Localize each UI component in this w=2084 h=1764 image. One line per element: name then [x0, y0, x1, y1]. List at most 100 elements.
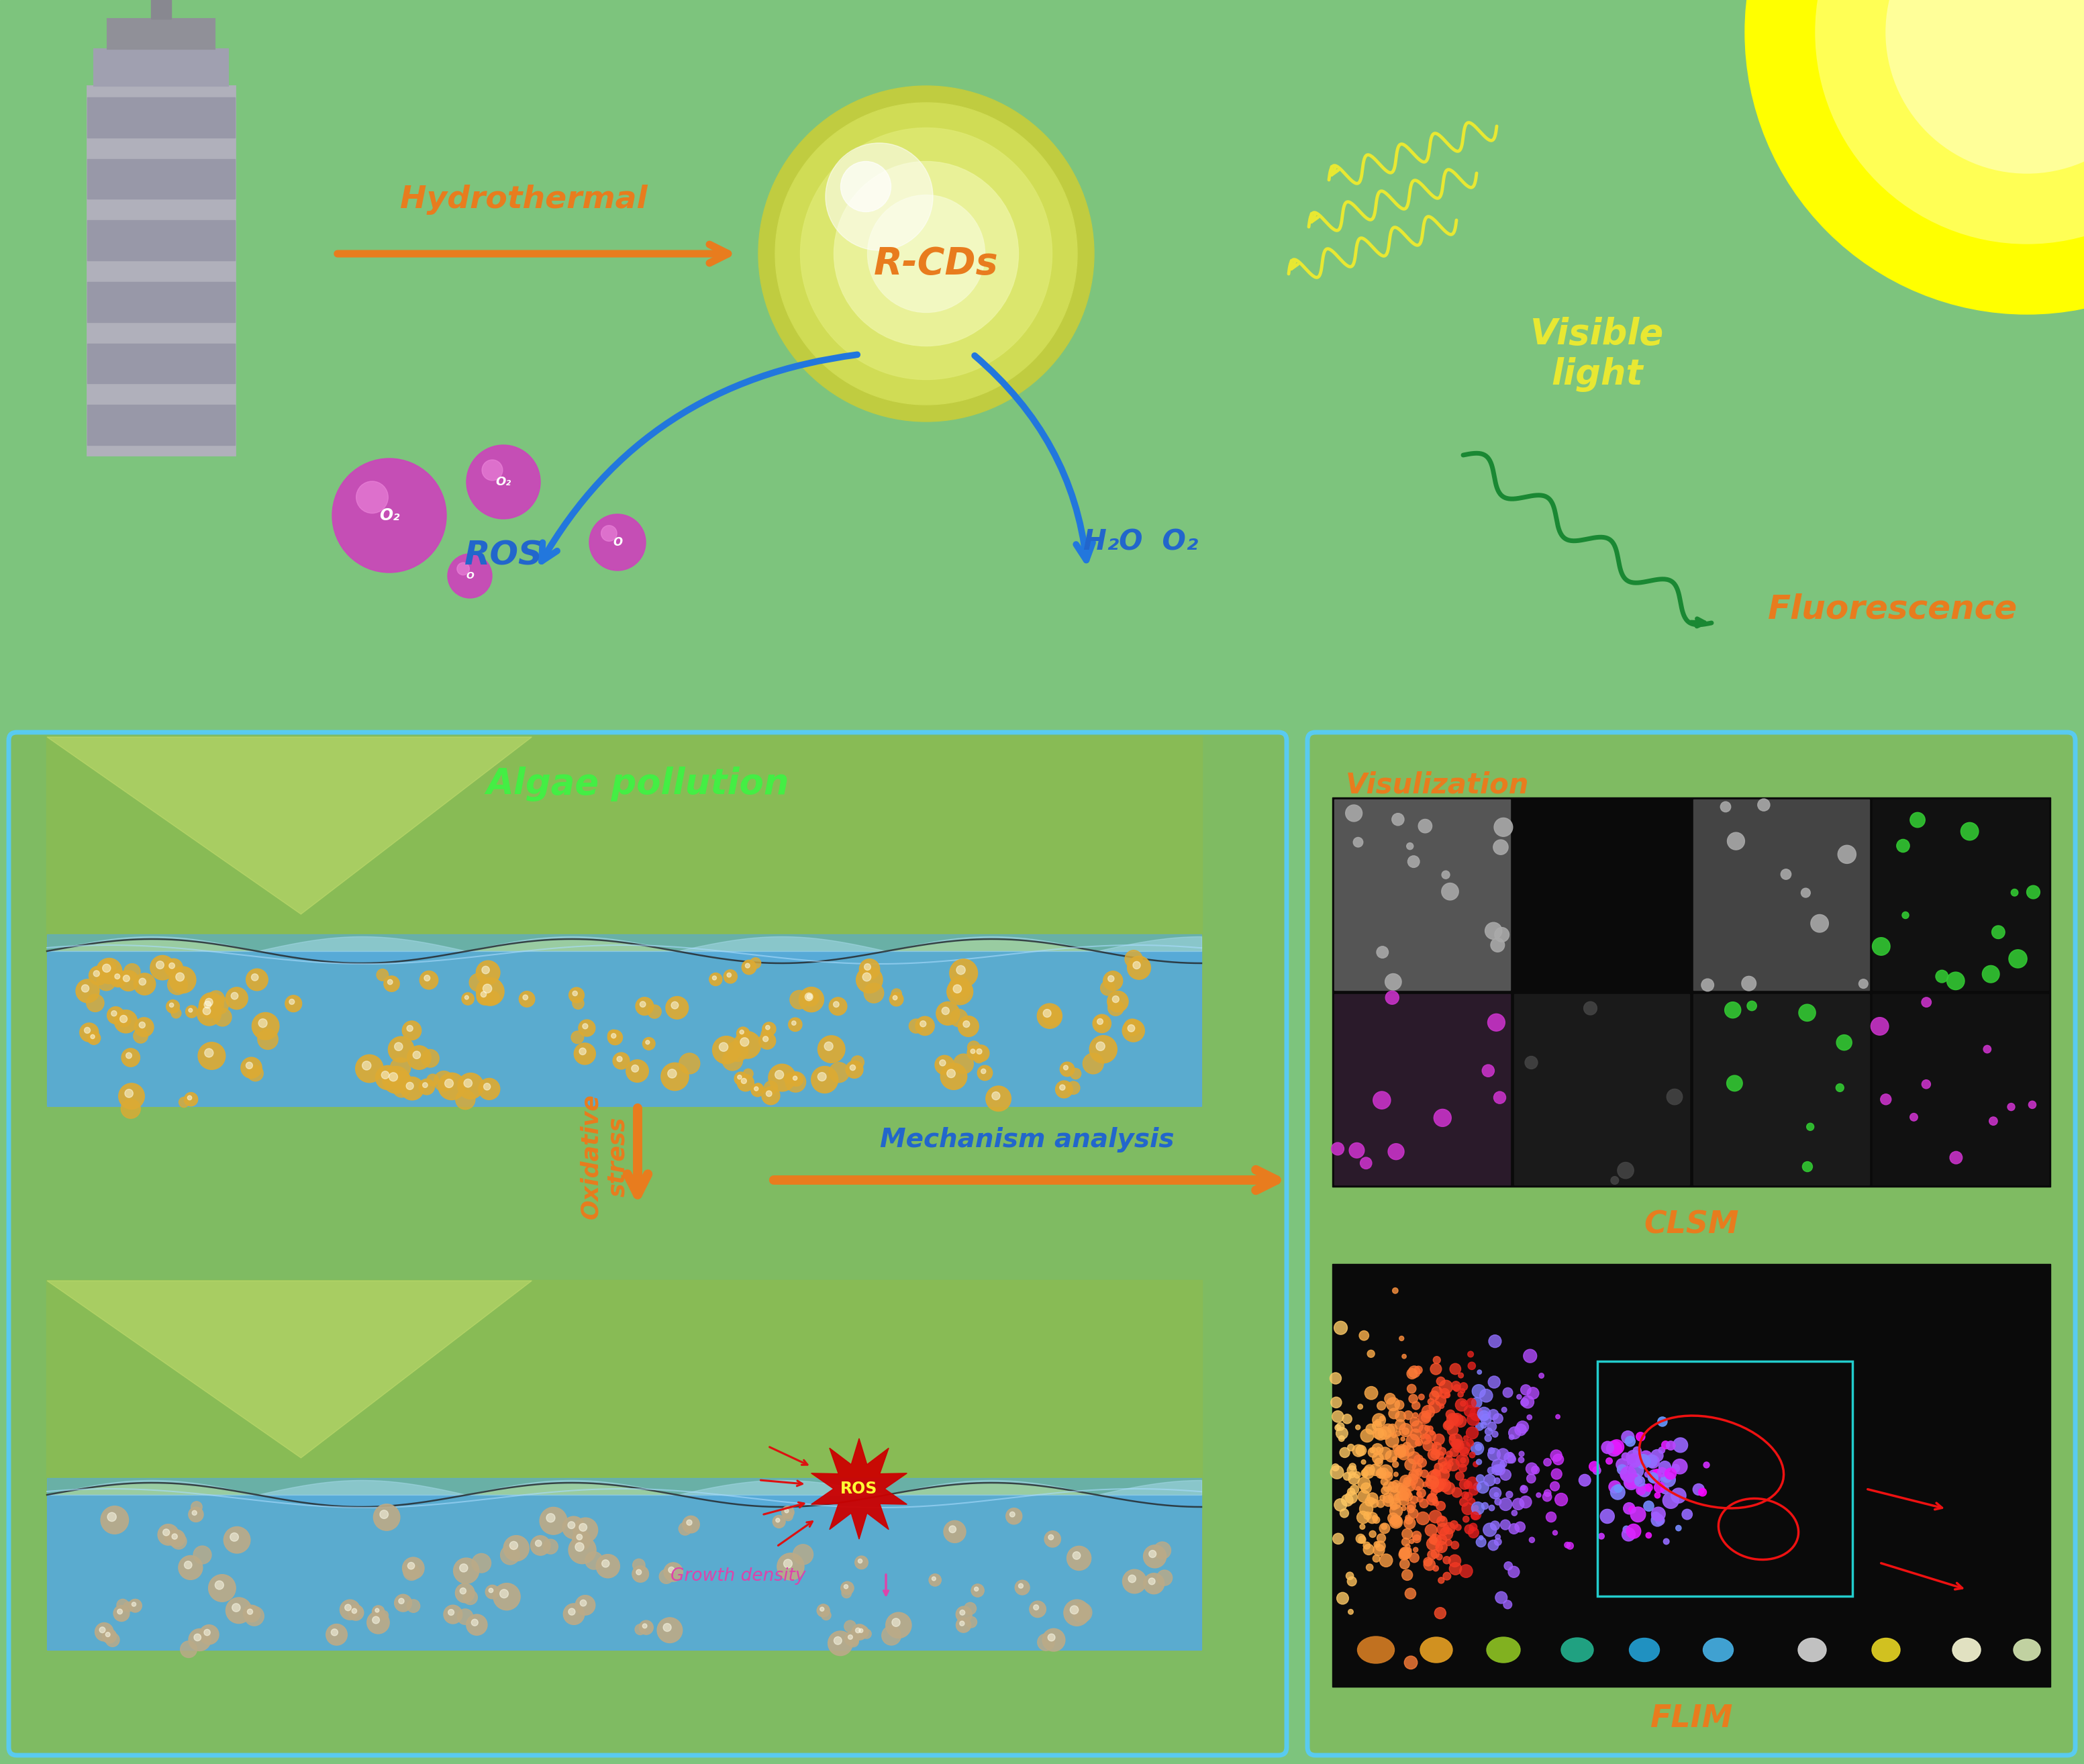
Circle shape [971, 1584, 984, 1596]
Circle shape [163, 1529, 169, 1536]
Circle shape [746, 963, 750, 968]
Circle shape [1419, 1411, 1432, 1424]
Circle shape [1109, 1000, 1123, 1016]
Circle shape [1438, 1448, 1446, 1455]
Circle shape [1436, 1542, 1446, 1552]
Circle shape [490, 1588, 494, 1593]
Circle shape [1550, 1450, 1563, 1461]
Circle shape [1359, 1491, 1369, 1503]
Circle shape [129, 1600, 142, 1612]
Circle shape [1505, 1561, 1513, 1570]
Circle shape [1555, 1415, 1561, 1418]
Circle shape [117, 1600, 129, 1611]
Circle shape [1432, 1387, 1442, 1397]
Circle shape [1084, 1053, 1105, 1074]
Circle shape [1059, 1085, 1065, 1090]
Circle shape [210, 997, 229, 1014]
Circle shape [1815, 0, 2084, 243]
Circle shape [194, 1633, 200, 1641]
Circle shape [1403, 1538, 1409, 1545]
Circle shape [573, 998, 584, 1009]
Circle shape [850, 1065, 854, 1071]
Circle shape [854, 1556, 869, 1568]
Circle shape [1378, 1468, 1388, 1478]
Circle shape [1946, 972, 1965, 990]
Circle shape [463, 1589, 477, 1605]
Circle shape [1419, 1499, 1428, 1508]
Circle shape [444, 1605, 463, 1623]
Text: H₂O  O₂: H₂O O₂ [1084, 527, 1198, 556]
Circle shape [1471, 1443, 1484, 1455]
Circle shape [1453, 1439, 1463, 1450]
Circle shape [1405, 1656, 1417, 1669]
Ellipse shape [1419, 1637, 1453, 1663]
Circle shape [859, 1628, 863, 1633]
Circle shape [1400, 1485, 1407, 1492]
Circle shape [865, 983, 884, 1004]
Circle shape [1640, 1450, 1653, 1464]
Circle shape [602, 1559, 609, 1566]
Circle shape [1375, 1429, 1386, 1439]
Circle shape [1123, 1020, 1144, 1043]
Circle shape [1469, 1528, 1480, 1538]
Circle shape [1471, 1397, 1482, 1408]
Circle shape [1430, 1431, 1434, 1436]
Circle shape [1375, 1446, 1382, 1452]
Circle shape [844, 1621, 857, 1632]
Circle shape [1348, 1489, 1355, 1496]
Circle shape [1438, 1469, 1448, 1480]
Circle shape [1626, 1524, 1640, 1538]
Circle shape [1636, 1478, 1642, 1484]
Circle shape [1496, 1448, 1509, 1461]
Circle shape [1419, 818, 1432, 833]
Circle shape [1628, 1462, 1644, 1478]
Bar [88, 86, 235, 455]
Circle shape [1553, 1531, 1557, 1535]
Circle shape [1409, 1469, 1419, 1480]
Bar [150, 0, 171, 19]
Circle shape [479, 1078, 500, 1099]
Circle shape [1609, 1480, 1621, 1492]
Circle shape [727, 974, 731, 977]
Circle shape [150, 956, 175, 981]
Circle shape [1359, 1404, 1363, 1409]
Circle shape [1373, 1413, 1386, 1427]
Circle shape [456, 1090, 475, 1110]
Circle shape [1936, 970, 1949, 983]
Circle shape [1373, 1422, 1382, 1431]
Text: Fluorescence: Fluorescence [1767, 593, 2017, 626]
Circle shape [784, 1512, 792, 1521]
Circle shape [175, 972, 183, 981]
Circle shape [1388, 1514, 1398, 1524]
Circle shape [834, 162, 1019, 346]
Circle shape [171, 1533, 177, 1540]
Circle shape [1348, 1473, 1359, 1485]
Circle shape [102, 1628, 117, 1644]
Circle shape [1144, 1545, 1167, 1568]
Circle shape [1405, 1459, 1417, 1471]
Circle shape [377, 968, 388, 981]
Circle shape [171, 1009, 181, 1018]
Circle shape [817, 1035, 844, 1062]
Circle shape [100, 1626, 106, 1633]
Circle shape [1394, 1473, 1398, 1476]
Circle shape [1421, 1413, 1430, 1422]
Circle shape [1373, 1429, 1384, 1439]
Circle shape [1484, 1522, 1496, 1536]
Circle shape [1373, 1544, 1384, 1556]
Circle shape [1444, 1422, 1453, 1431]
Circle shape [115, 974, 121, 979]
Circle shape [1403, 1506, 1407, 1510]
Text: Mechanism analysis: Mechanism analysis [879, 1127, 1173, 1152]
Circle shape [448, 554, 492, 598]
Circle shape [1134, 961, 1140, 968]
Circle shape [1386, 974, 1400, 990]
Circle shape [1396, 1492, 1405, 1499]
Circle shape [1509, 1566, 1519, 1577]
Circle shape [1623, 1526, 1630, 1533]
Circle shape [636, 1625, 646, 1635]
Circle shape [1367, 1512, 1378, 1524]
Circle shape [1742, 975, 1757, 991]
Circle shape [123, 1602, 133, 1612]
Circle shape [811, 1065, 838, 1094]
